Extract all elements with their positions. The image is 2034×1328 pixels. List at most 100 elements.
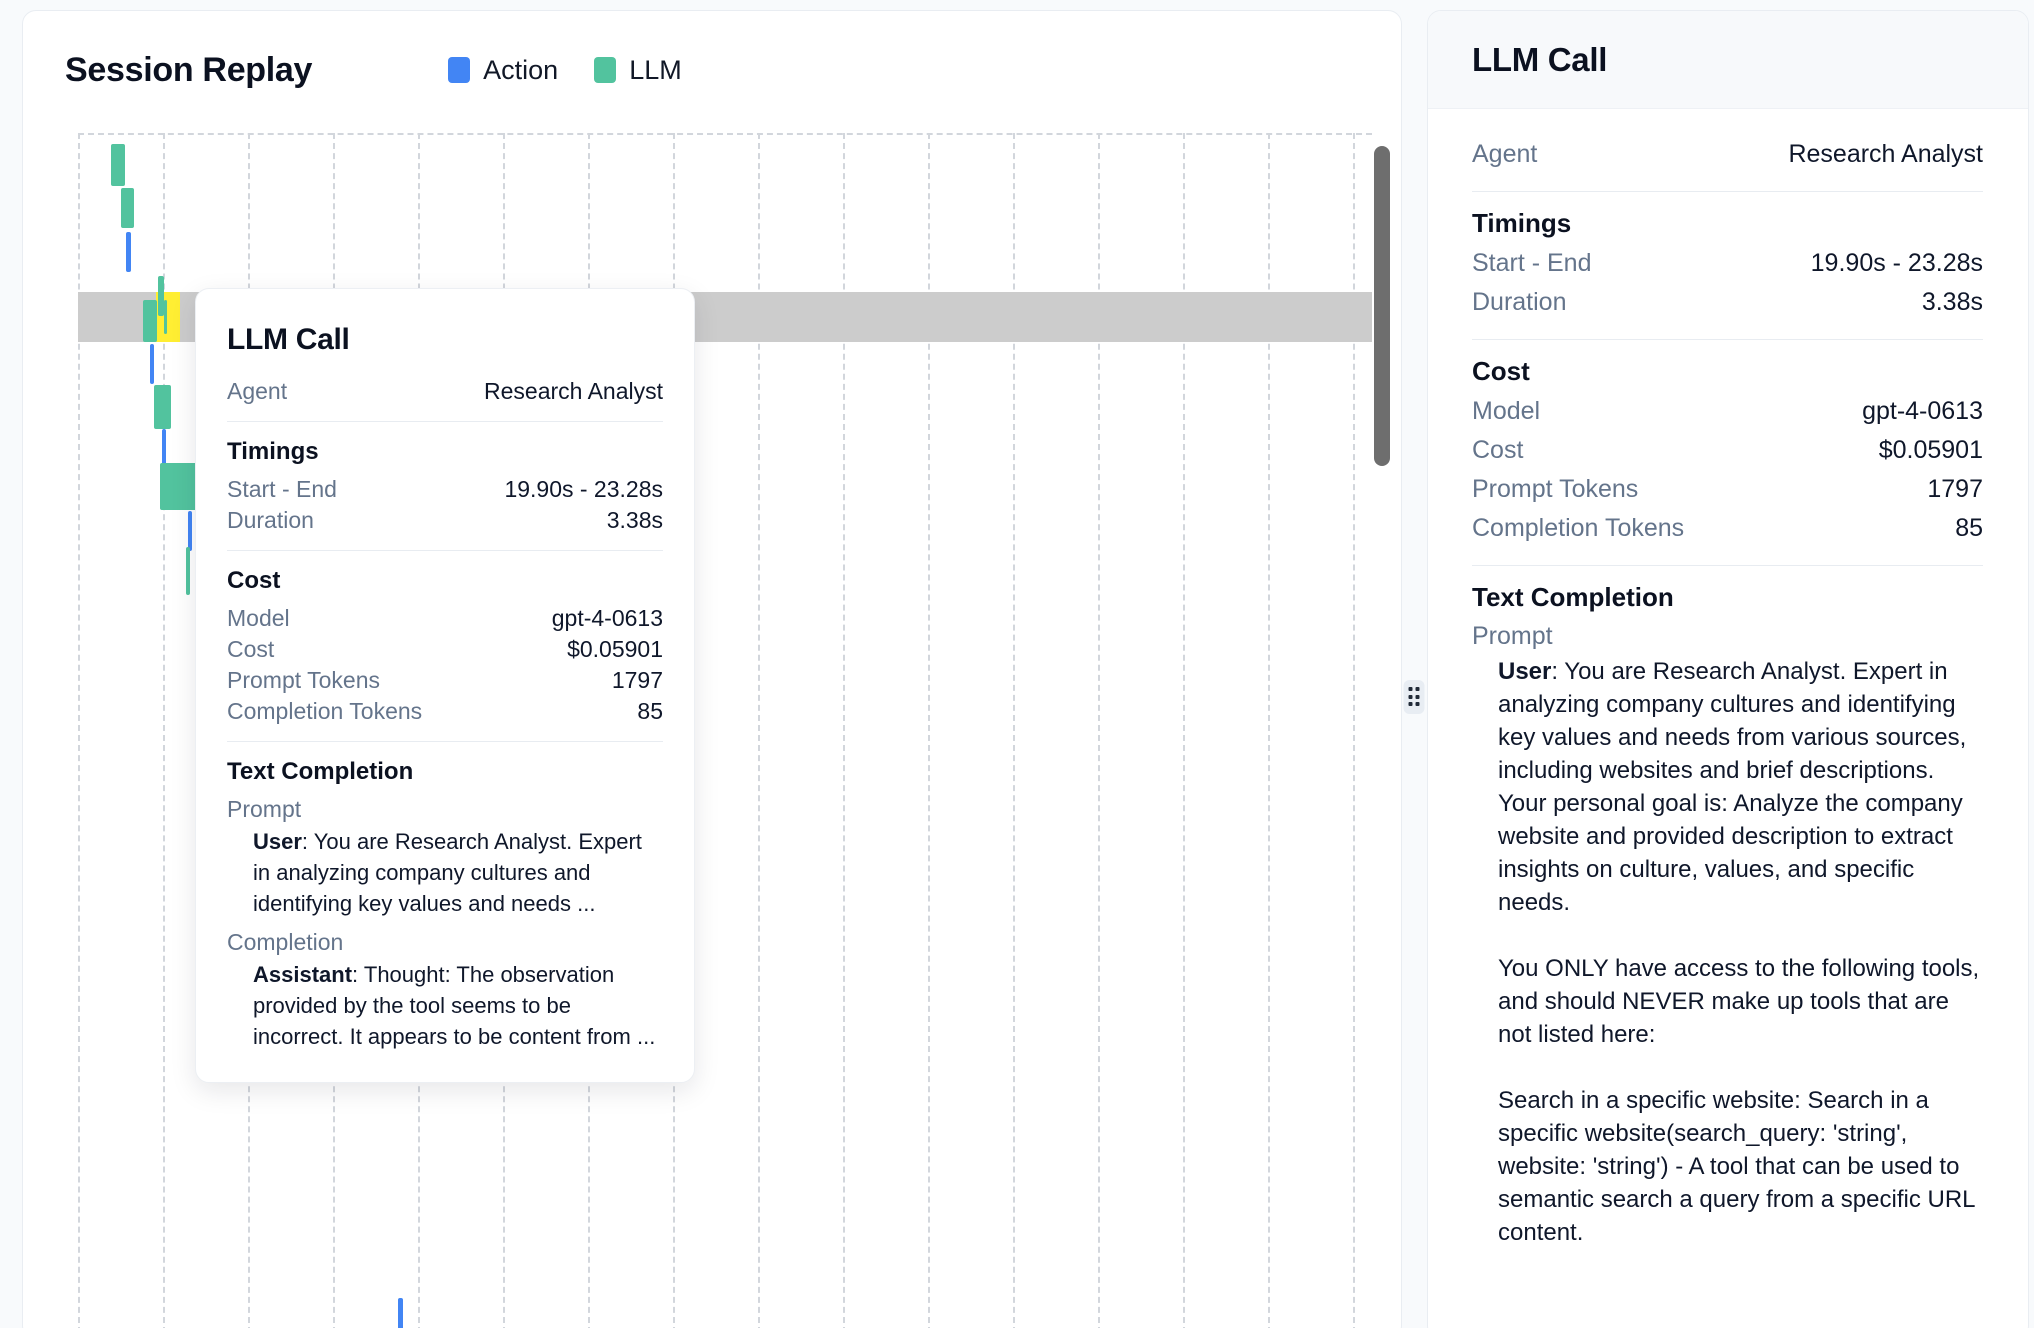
- tooltip-completion-tokens-key: Completion Tokens: [227, 698, 423, 724]
- tooltip-completion-text: : Thought: The observation provided by t…: [253, 962, 656, 1049]
- timeline-bar-llm[interactable]: [158, 276, 164, 316]
- tooltip-prompt-label: Prompt: [227, 796, 302, 822]
- tooltip-agent-row: Agent Research Analyst: [227, 376, 663, 407]
- timeline-bar-action[interactable]: [398, 1298, 403, 1328]
- tooltip-divider-2: [227, 550, 663, 551]
- tooltip-model-row: Model gpt-4-0613: [227, 603, 663, 634]
- scrollbar-thumb[interactable]: [1374, 146, 1390, 466]
- details-prompt-message: User: You are Research Analyst. Expert i…: [1472, 655, 1983, 1249]
- panel-divider[interactable]: [1404, 0, 1424, 1328]
- legend-label-action: Action: [483, 54, 559, 85]
- action-swatch-icon: [448, 57, 471, 83]
- timeline-bar-llm[interactable]: [164, 300, 167, 334]
- timeline-gridline: [758, 133, 760, 1328]
- timeline-gridline: [1268, 133, 1270, 1328]
- timeline-gridline: [78, 133, 80, 1328]
- tooltip-divider-1: [227, 421, 663, 422]
- details-completion-tokens-value: 85: [1955, 514, 1983, 542]
- tooltip-completion-tokens-value: 85: [637, 698, 663, 724]
- tooltip-startend-row: Start - End 19.90s - 23.28s: [227, 474, 663, 505]
- tooltip-duration-value: 3.38s: [606, 507, 663, 533]
- details-cost-head: Cost: [1472, 356, 1530, 386]
- session-replay-panel: Session Replay Action LLM LLM Call: [22, 10, 1402, 1328]
- tooltip-title: LLM Call: [227, 323, 350, 356]
- details-model-value: gpt-4-0613: [1862, 397, 1983, 425]
- details-completion-tokens-row: Completion Tokens 85: [1472, 509, 1983, 548]
- tooltip-agent-key: Agent: [227, 378, 288, 404]
- details-prompt-text: : You are Research Analyst. Expert in an…: [1498, 658, 1980, 1246]
- tooltip-prompt-text: : You are Research Analyst. Expert in an…: [253, 829, 642, 916]
- details-agent-row: Agent Research Analyst: [1472, 135, 1983, 174]
- tooltip-timings-head: Timings: [227, 438, 319, 465]
- tooltip-cost-row: Cost $0.05901: [227, 634, 663, 665]
- timeline-bar-llm[interactable]: [186, 547, 190, 595]
- legend-item-action[interactable]: Action: [448, 55, 558, 86]
- tooltip-completion-message: Assistant: Thought: The observation prov…: [227, 959, 663, 1052]
- details-startend-value: 19.90s - 23.28s: [1810, 249, 1983, 277]
- details-divider-1: [1472, 191, 1983, 192]
- timeline-bar-action[interactable]: [150, 344, 154, 384]
- page-title: Session Replay: [65, 50, 313, 89]
- timeline-gridline: [163, 133, 165, 1328]
- chart-legend: Action LLM: [448, 55, 682, 86]
- tooltip-completion-tokens-row: Completion Tokens 85: [227, 696, 663, 727]
- details-startend-row: Start - End 19.90s - 23.28s: [1472, 244, 1983, 283]
- llm-call-details-panel: LLM Call Agent Research Analyst Timings …: [1427, 10, 2029, 1328]
- tooltip-cost-key: Cost: [227, 636, 275, 662]
- legend-label-llm: LLM: [629, 54, 682, 85]
- timeline-gridline: [1098, 133, 1100, 1328]
- timeline-bar-action[interactable]: [162, 429, 166, 469]
- details-cost-value: $0.05901: [1878, 436, 1983, 464]
- timeline-gridline: [1013, 133, 1015, 1328]
- tooltip-prompt-tokens-value: 1797: [611, 667, 663, 693]
- timeline-bar-llm[interactable]: [154, 385, 171, 429]
- timeline-gridline: [928, 133, 930, 1328]
- timeline-top-axis: [78, 133, 1372, 135]
- tooltip-prompt-role: User: [253, 829, 302, 854]
- timeline-gridline: [843, 133, 845, 1328]
- details-divider-3: [1472, 565, 1983, 566]
- details-duration-value: 3.38s: [1921, 288, 1983, 316]
- timeline-bar-llm[interactable]: [121, 188, 134, 228]
- details-model-key: Model: [1472, 397, 1541, 425]
- timeline-gridline: [1353, 133, 1355, 1328]
- details-startend-key: Start - End: [1472, 249, 1592, 277]
- tooltip-divider-3: [227, 741, 663, 742]
- timeline-bar-llm[interactable]: [143, 300, 157, 342]
- tooltip-prompt-message: User: You are Research Analyst. Expert i…: [227, 826, 663, 919]
- llm-swatch-icon: [594, 57, 617, 83]
- details-prompt-label: Prompt: [1472, 622, 1553, 650]
- tooltip-completion-role: Assistant: [253, 962, 353, 987]
- details-completion-tokens-key: Completion Tokens: [1472, 514, 1685, 542]
- details-duration-key: Duration: [1472, 288, 1567, 316]
- tooltip-model-key: Model: [227, 605, 290, 631]
- tooltip-cost-head: Cost: [227, 567, 281, 594]
- details-prompt-tokens-row: Prompt Tokens 1797: [1472, 470, 1983, 509]
- tooltip-cost-value: $0.05901: [567, 636, 663, 662]
- details-agent-key: Agent: [1472, 140, 1538, 168]
- details-agent-value: Research Analyst: [1788, 140, 1983, 168]
- details-cost-key: Cost: [1472, 436, 1524, 464]
- details-model-row: Model gpt-4-0613: [1472, 392, 1983, 431]
- legend-item-llm[interactable]: LLM: [594, 55, 682, 86]
- tooltip-startend-key: Start - End: [227, 476, 337, 502]
- details-title: LLM Call: [1472, 40, 1608, 78]
- timeline-bar-action[interactable]: [188, 511, 192, 551]
- details-body: Agent Research Analyst Timings Start - E…: [1428, 109, 2028, 1249]
- details-duration-row: Duration 3.38s: [1472, 283, 1983, 322]
- details-divider-2: [1472, 339, 1983, 340]
- panel-header: Session Replay Action LLM: [23, 11, 1401, 129]
- drag-handle-dots-icon[interactable]: [1403, 680, 1425, 714]
- tooltip-duration-key: Duration: [227, 507, 314, 533]
- tooltip-prompt-tokens-key: Prompt Tokens: [227, 667, 380, 693]
- details-timings-head: Timings: [1472, 208, 1572, 238]
- tooltip-duration-row: Duration 3.38s: [227, 505, 663, 536]
- details-text-completion-head: Text Completion: [1472, 582, 1674, 612]
- timeline-scrollbar[interactable]: [1374, 139, 1390, 1319]
- timeline-gridline: [1183, 133, 1185, 1328]
- details-prompt-tokens-key: Prompt Tokens: [1472, 475, 1639, 503]
- details-prompt-role: User: [1498, 658, 1552, 685]
- tooltip-prompt-tokens-row: Prompt Tokens 1797: [227, 665, 663, 696]
- timeline-bar-action[interactable]: [126, 232, 131, 272]
- timeline-bar-llm[interactable]: [111, 144, 125, 186]
